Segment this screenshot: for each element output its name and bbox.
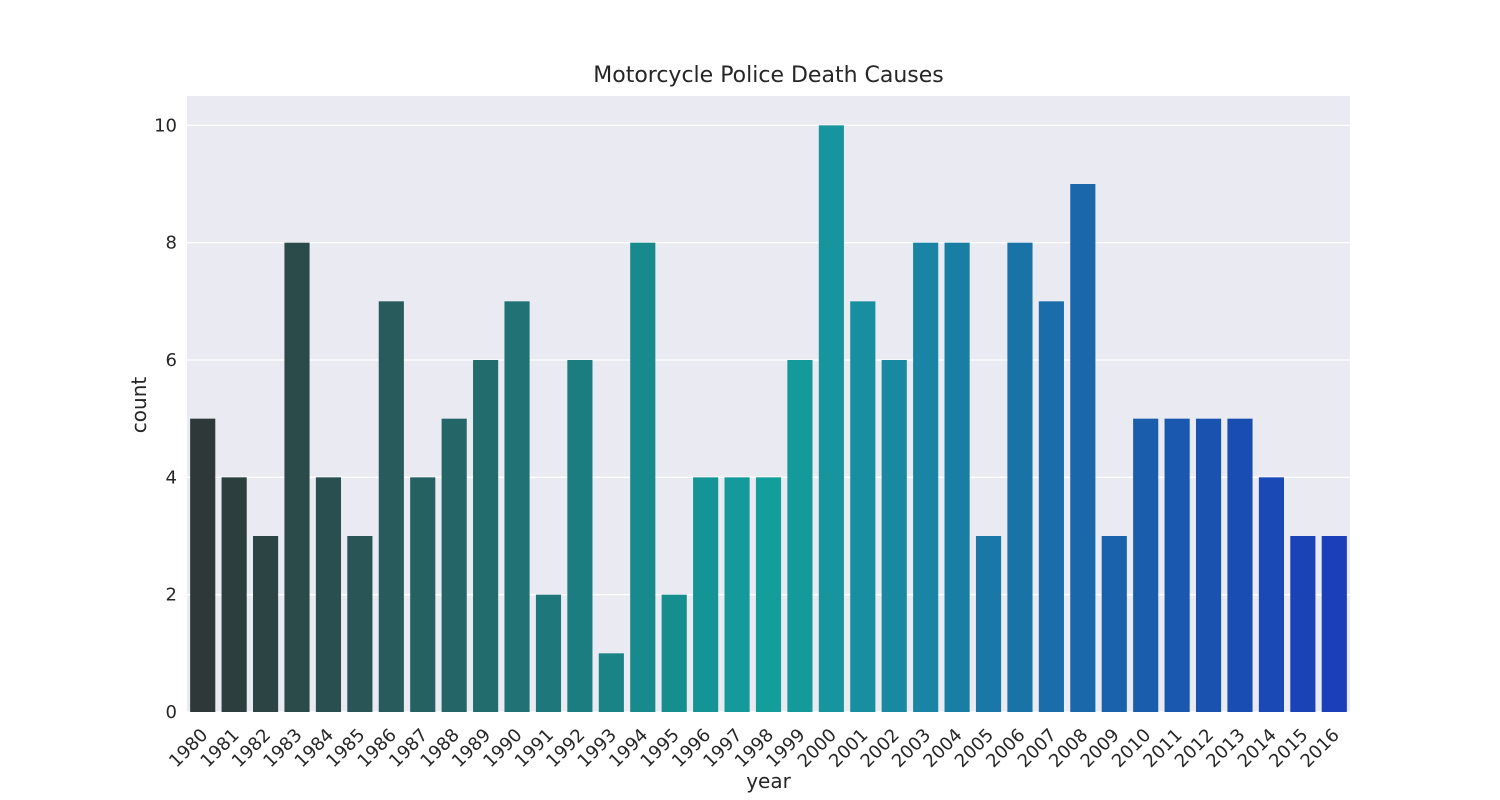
bar: [944, 242, 970, 712]
y-axis-label: count: [127, 376, 151, 434]
bar: [1007, 242, 1033, 712]
bar: [1258, 477, 1284, 712]
bar: [535, 594, 562, 712]
bar: [315, 477, 342, 712]
bar: [1070, 184, 1096, 712]
bar: [1038, 301, 1064, 712]
bar: [190, 418, 216, 712]
bar: [504, 301, 530, 712]
bar: [661, 594, 687, 712]
bar: [410, 477, 436, 712]
bar: [818, 125, 844, 713]
bar: [787, 360, 813, 712]
bar: [975, 536, 1002, 712]
y-tick-label: 0: [166, 702, 177, 723]
bar: [598, 653, 624, 712]
bar: [881, 360, 907, 712]
bar: [1101, 536, 1127, 712]
bar: [378, 301, 404, 712]
bar: [347, 536, 373, 712]
bar: [1321, 536, 1347, 712]
bar: [1290, 536, 1316, 712]
bar: [441, 418, 467, 712]
y-tick-label: 2: [166, 585, 177, 606]
bar: [253, 536, 279, 712]
bar: [1227, 418, 1253, 712]
bar: [284, 242, 310, 712]
bar: [1164, 418, 1190, 712]
x-axis-label: year: [746, 769, 791, 793]
y-tick-label: 10: [154, 115, 177, 136]
bar: [221, 477, 247, 712]
bar: [630, 242, 656, 712]
bar: [473, 360, 499, 712]
y-tick-label: 6: [166, 350, 177, 371]
bar: [913, 242, 939, 712]
y-tick-label: 8: [166, 233, 177, 254]
chart-title: Motorcycle Police Death Causes: [593, 63, 944, 88]
y-tick-label: 4: [166, 467, 177, 488]
bar: [567, 360, 593, 712]
bar: [1195, 418, 1222, 712]
bar: [1133, 418, 1159, 712]
bar: [850, 301, 876, 712]
bar: [755, 477, 782, 712]
bar: [693, 477, 719, 712]
bar: [724, 477, 750, 712]
